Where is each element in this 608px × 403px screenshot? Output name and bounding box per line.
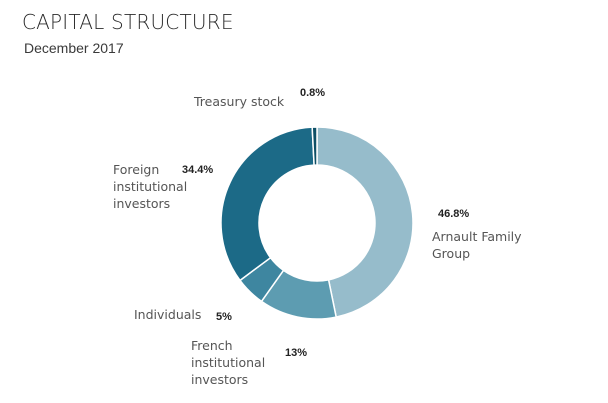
label-treasury-stock: Treasury stock bbox=[194, 94, 285, 109]
slice-foreign-institutional-investors bbox=[220, 126, 315, 282]
value-label-foreign-institutional-investors: 34.4% bbox=[182, 164, 214, 176]
label-french-institutional-investors: French institutional investors bbox=[191, 338, 266, 387]
chart-title: CAPITAL STRUCTURE bbox=[22, 10, 234, 34]
slice-treasury-stock bbox=[311, 126, 318, 166]
value-label-french-institutional-investors: 13% bbox=[285, 347, 308, 359]
label-individuals: Individuals bbox=[134, 307, 202, 322]
value-label-individuals: 5% bbox=[216, 311, 232, 323]
value-label-treasury-stock: 0.8% bbox=[300, 87, 326, 99]
chart-subtitle: December 2017 bbox=[24, 40, 124, 56]
label-foreign-institutional-investors: Foreign institutional investors bbox=[113, 162, 188, 211]
label-arnault-family-group: Arnault Family Group bbox=[432, 229, 522, 261]
slice-arnault-family-group bbox=[316, 126, 414, 318]
value-label-arnault-family-group: 46.8% bbox=[438, 208, 470, 220]
